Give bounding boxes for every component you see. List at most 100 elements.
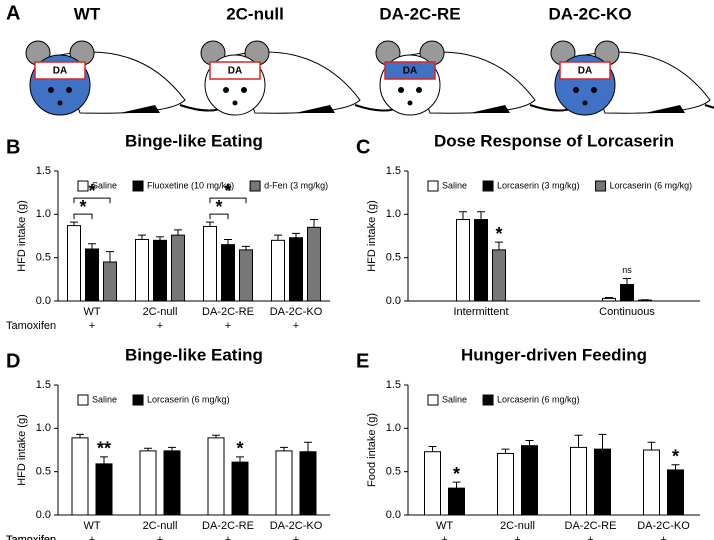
y-tick-label: 0.0 <box>36 509 51 521</box>
bar <box>203 225 217 302</box>
x-tick-label: DA-2C-KO <box>270 306 323 318</box>
bar <box>448 487 465 516</box>
genotype-label: DA-2C-RE <box>379 4 460 23</box>
bar <box>594 448 611 516</box>
legend-swatch <box>249 180 261 192</box>
x-tick-label: WT <box>83 520 100 532</box>
genotype-label: WT <box>74 4 101 23</box>
mouse-eye <box>241 87 247 93</box>
significance-bracket <box>73 197 111 204</box>
row-label: Tamoxifen <box>6 534 56 540</box>
y-axis-label: HFD intake (g) <box>366 200 378 272</box>
error-bar <box>138 234 146 240</box>
chart-title: Binge-like Eating <box>125 345 263 364</box>
mouse-tail <box>704 104 714 109</box>
significance-bracket <box>209 213 229 220</box>
significance-mark: * <box>453 464 460 484</box>
y-tick-label: 1.5 <box>36 379 51 391</box>
legend-swatch <box>482 394 494 406</box>
y-tick-label: 0.5 <box>386 466 401 478</box>
error-bar <box>428 446 437 452</box>
bar <box>299 451 317 516</box>
significance-mark: * <box>236 439 243 459</box>
x-tick-label: DA-2C-RE <box>202 520 254 532</box>
da-label: DA <box>403 66 417 77</box>
bar <box>307 226 321 302</box>
mouse: DA <box>550 40 714 116</box>
y-tick-label: 0.0 <box>386 295 401 307</box>
mouse: DA <box>375 40 576 116</box>
y-tick-label: 0.0 <box>36 295 51 307</box>
x-tick-label: DA-2C-RE <box>565 520 617 532</box>
row-label: Tamoxifen <box>6 534 56 540</box>
bar <box>71 437 89 516</box>
mouse-eye <box>398 87 404 93</box>
y-axis-label: HFD intake (g) <box>16 414 28 486</box>
y-tick-label: 1.0 <box>36 422 51 434</box>
row-value: + <box>441 534 447 540</box>
x-tick-label: Continuous <box>599 306 655 318</box>
error-bar <box>525 439 534 446</box>
legend-swatch <box>77 180 89 192</box>
legend-swatch <box>77 394 89 406</box>
y-tick-label: 1.0 <box>386 208 401 220</box>
error-bar <box>459 211 467 220</box>
error-bar <box>168 446 176 451</box>
legend-swatch <box>427 180 439 192</box>
mouse-foot <box>120 105 160 113</box>
y-tick-label: 1.5 <box>386 379 401 391</box>
bar <box>85 248 99 302</box>
error-bar <box>100 456 108 464</box>
error-bar <box>174 229 182 236</box>
bar <box>135 238 149 302</box>
y-axis-label: HFD intake (g) <box>16 200 28 272</box>
error-bar <box>242 245 250 250</box>
row-value: + <box>293 534 299 540</box>
row-value: + <box>225 320 231 332</box>
legend-label: Lorcaserin (6 mg/kg) <box>147 394 230 404</box>
x-tick-label: Intermittent <box>453 306 508 318</box>
bar <box>492 249 506 302</box>
error-bar <box>106 251 114 262</box>
significance-mark: * <box>79 197 86 217</box>
significance-bracket <box>209 197 247 204</box>
bar <box>424 451 441 516</box>
row-value: + <box>157 534 163 540</box>
mouse-nose <box>232 100 238 106</box>
error-bar <box>501 448 510 454</box>
bar <box>271 239 285 302</box>
y-axis-label: Food intake (g) <box>366 413 378 487</box>
x-tick-label: WT <box>83 306 100 318</box>
legend-swatch <box>595 180 607 192</box>
chart-title: Dose Response of Lorcaserin <box>434 131 674 150</box>
chart-title: Hunger-driven Feeding <box>461 345 647 364</box>
bar <box>139 450 157 516</box>
error-bar <box>452 481 461 489</box>
x-tick-label: WT <box>436 520 453 532</box>
significance-mark: * <box>215 197 222 217</box>
panel-letter: B <box>6 136 20 158</box>
x-tick-label: 2C-null <box>143 520 178 532</box>
bar <box>95 463 113 516</box>
mouse-nose <box>57 100 63 106</box>
chart-title: Binge-like Eating <box>125 131 263 150</box>
bar <box>221 244 235 302</box>
mouse-eye <box>573 87 579 93</box>
y-tick-label: 1.0 <box>386 422 401 434</box>
da-label: DA <box>578 66 592 77</box>
y-tick-label: 1.0 <box>36 208 51 220</box>
error-bar <box>70 221 78 226</box>
mouse: DA <box>200 40 401 116</box>
row-value: + <box>660 534 666 540</box>
significance-mark: ** <box>97 439 111 459</box>
bar <box>456 219 470 302</box>
da-box <box>384 61 436 80</box>
error-bar <box>304 441 312 452</box>
row-value: + <box>225 534 231 540</box>
error-bar <box>574 434 583 448</box>
genotype-label: 2C-null <box>226 4 284 23</box>
x-tick-label: 2C-null <box>500 520 535 532</box>
bar <box>163 450 181 516</box>
row-value: + <box>89 534 95 540</box>
bar <box>570 446 587 516</box>
